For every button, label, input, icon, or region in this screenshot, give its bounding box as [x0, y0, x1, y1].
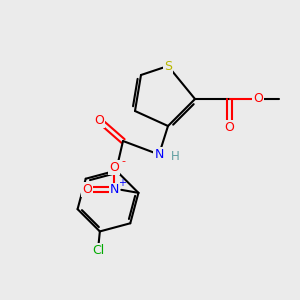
Text: H: H — [170, 149, 179, 163]
Text: O: O — [94, 113, 104, 127]
Text: -: - — [122, 156, 125, 166]
Text: Cl: Cl — [92, 244, 104, 257]
Text: N: N — [154, 148, 164, 161]
Text: O: O — [82, 183, 92, 196]
Text: +: + — [118, 178, 127, 188]
Text: O: O — [253, 92, 263, 106]
Text: S: S — [164, 59, 172, 73]
Text: O: O — [225, 121, 234, 134]
Text: O: O — [110, 161, 119, 174]
Text: N: N — [110, 183, 119, 196]
